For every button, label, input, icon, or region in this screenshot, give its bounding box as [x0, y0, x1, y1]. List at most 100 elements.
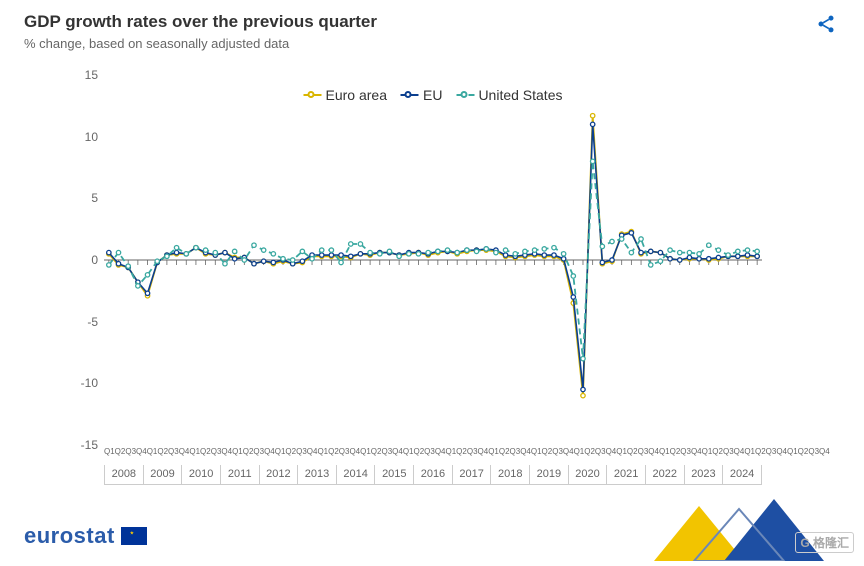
- x-tick-quarter: Q3: [424, 447, 435, 463]
- x-tick-quarter: Q4: [776, 447, 787, 463]
- y-tick-label: -10: [54, 376, 98, 390]
- x-tick-quarter: Q4: [734, 447, 745, 463]
- x-tick-quarter: Q4: [307, 447, 318, 463]
- x-tick-quarter: Q1: [659, 447, 670, 463]
- x-tick-quarter: Q4: [179, 447, 190, 463]
- legend-item: Euro area: [304, 87, 387, 103]
- x-tick-quarter: Q1: [531, 447, 542, 463]
- x-tick-year: 2021: [607, 465, 646, 485]
- y-tick-label: 0: [54, 253, 98, 267]
- x-tick-quarter: Q1: [104, 447, 115, 463]
- x-tick-quarter: Q1: [574, 447, 585, 463]
- x-tick-quarter: Q3: [510, 447, 521, 463]
- x-tick-year: 2016: [414, 465, 453, 485]
- x-tick-quarter: Q2: [285, 447, 296, 463]
- x-tick-quarter: Q1: [488, 447, 499, 463]
- eurostat-logo: eurostat: [24, 523, 147, 549]
- x-tick-year: 2017: [453, 465, 492, 485]
- line-chart-svg: [104, 75, 762, 445]
- x-tick-quarter: Q2: [456, 447, 467, 463]
- watermark: G 格隆汇: [795, 532, 854, 553]
- chart-header: GDP growth rates over the previous quart…: [0, 0, 864, 51]
- x-tick-quarter: Q4: [264, 447, 275, 463]
- x-tick-quarter: Q1: [744, 447, 755, 463]
- x-tick-quarter: Q4: [563, 447, 574, 463]
- chart-title: GDP growth rates over the previous quart…: [24, 12, 840, 32]
- x-tick-quarter: Q2: [115, 447, 126, 463]
- x-tick-quarter: Q1: [232, 447, 243, 463]
- x-tick-quarter: Q2: [670, 447, 681, 463]
- x-tick-quarter: Q1: [147, 447, 158, 463]
- legend-item: United States: [456, 87, 562, 103]
- y-tick-label: -5: [54, 315, 98, 329]
- x-tick-quarter: Q3: [168, 447, 179, 463]
- x-tick-quarter: Q2: [627, 447, 638, 463]
- x-tick-year: 2008: [104, 465, 144, 485]
- x-tick-quarter: Q2: [712, 447, 723, 463]
- x-tick-quarter: Q1: [616, 447, 627, 463]
- x-axis-quarters: Q1Q2Q3Q4Q1Q2Q3Q4Q1Q2Q3Q4Q1Q2Q3Q4Q1Q2Q3Q4…: [104, 447, 762, 463]
- y-tick-label: 5: [54, 191, 98, 205]
- y-tick-label: 15: [54, 68, 98, 82]
- x-tick-quarter: Q2: [413, 447, 424, 463]
- eu-flag-icon: [121, 527, 147, 545]
- x-tick-quarter: Q2: [584, 447, 595, 463]
- chart-plot-area: -15-10-5051015 Euro areaEUUnited States …: [104, 75, 762, 445]
- x-tick-quarter: Q3: [680, 447, 691, 463]
- x-tick-quarter: Q3: [211, 447, 222, 463]
- x-tick-quarter: Q1: [317, 447, 328, 463]
- x-tick-quarter: Q3: [253, 447, 264, 463]
- x-tick-quarter: Q1: [360, 447, 371, 463]
- x-tick-quarter: Q1: [403, 447, 414, 463]
- y-tick-label: 10: [54, 130, 98, 144]
- legend-item: EU: [401, 87, 442, 103]
- x-tick-year: 2012: [260, 465, 299, 485]
- x-tick-quarter: Q3: [808, 447, 819, 463]
- x-tick-year: 2020: [569, 465, 608, 485]
- x-tick-quarter: Q2: [371, 447, 382, 463]
- x-tick-quarter: Q4: [606, 447, 617, 463]
- x-tick-quarter: Q1: [702, 447, 713, 463]
- x-tick-quarter: Q3: [381, 447, 392, 463]
- x-tick-quarter: Q2: [542, 447, 553, 463]
- x-tick-quarter: Q3: [467, 447, 478, 463]
- x-tick-quarter: Q3: [766, 447, 777, 463]
- x-tick-year: 2011: [221, 465, 260, 485]
- x-tick-quarter: Q4: [349, 447, 360, 463]
- eurostat-wordmark: eurostat: [24, 523, 115, 549]
- x-tick-quarter: Q3: [595, 447, 606, 463]
- x-tick-year: 2013: [298, 465, 337, 485]
- x-tick-year: 2010: [182, 465, 221, 485]
- x-tick-quarter: Q2: [798, 447, 809, 463]
- share-icon[interactable]: [816, 14, 836, 39]
- x-tick-year: 2014: [337, 465, 376, 485]
- x-tick-quarter: Q4: [221, 447, 232, 463]
- x-tick-quarter: Q4: [691, 447, 702, 463]
- x-tick-quarter: Q4: [520, 447, 531, 463]
- x-tick-quarter: Q3: [296, 447, 307, 463]
- x-tick-quarter: Q3: [638, 447, 649, 463]
- x-tick-quarter: Q4: [136, 447, 147, 463]
- x-tick-quarter: Q3: [339, 447, 350, 463]
- x-tick-quarter: Q1: [446, 447, 457, 463]
- x-tick-year: 2019: [530, 465, 569, 485]
- x-tick-quarter: Q4: [819, 447, 830, 463]
- x-tick-quarter: Q1: [189, 447, 200, 463]
- x-tick-year: 2018: [491, 465, 530, 485]
- x-tick-quarter: Q1: [275, 447, 286, 463]
- x-tick-quarter: Q4: [392, 447, 403, 463]
- x-tick-quarter: Q3: [552, 447, 563, 463]
- x-tick-quarter: Q2: [328, 447, 339, 463]
- chart-legend: Euro area EU United States: [304, 87, 563, 103]
- x-tick-quarter: Q1: [787, 447, 798, 463]
- x-tick-quarter: Q2: [243, 447, 254, 463]
- x-tick-quarter: Q2: [499, 447, 510, 463]
- x-tick-quarter: Q3: [125, 447, 136, 463]
- x-tick-quarter: Q3: [723, 447, 734, 463]
- x-tick-year: 2015: [375, 465, 414, 485]
- x-tick-quarter: Q2: [755, 447, 766, 463]
- x-tick-quarter: Q2: [200, 447, 211, 463]
- x-tick-quarter: Q2: [157, 447, 168, 463]
- x-tick-quarter: Q4: [478, 447, 489, 463]
- chart-subtitle: % change, based on seasonally adjusted d…: [24, 36, 840, 51]
